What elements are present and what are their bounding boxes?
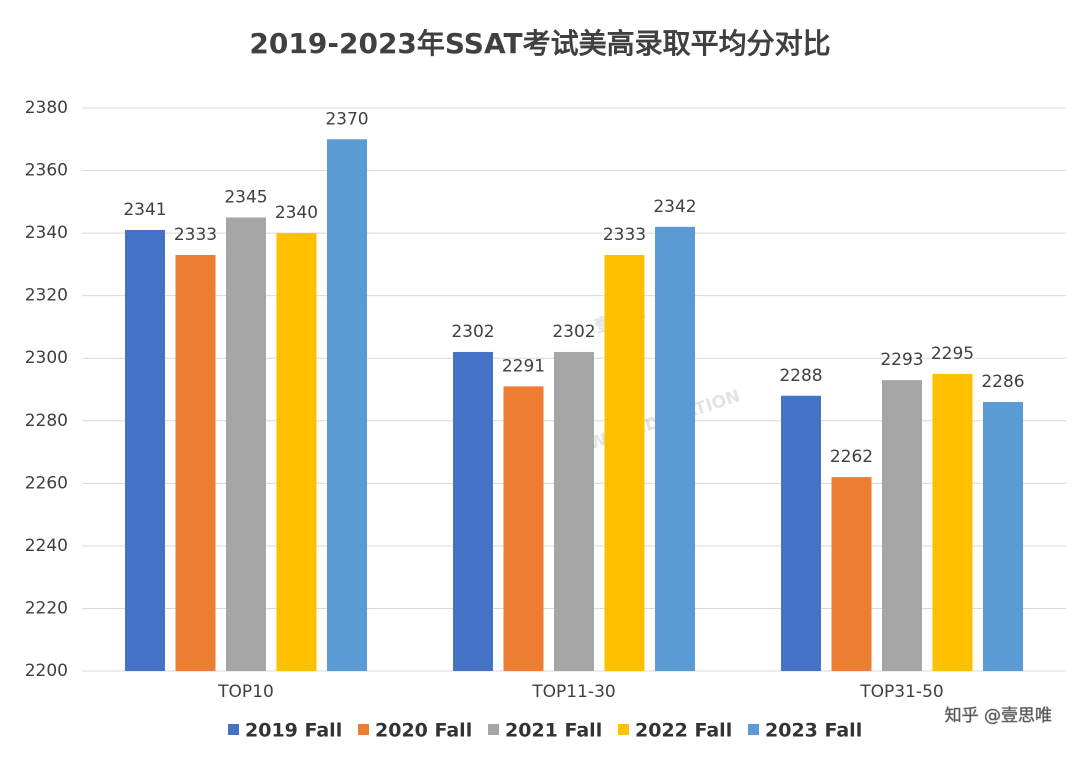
bar — [554, 351, 594, 671]
bar — [175, 255, 216, 671]
bar — [604, 255, 645, 671]
chart-title: 2019-2023年SSAT考试美高录取平均分对比 — [249, 27, 830, 60]
bar — [831, 477, 872, 671]
legend-label: 2020 Fall — [375, 720, 472, 742]
value-label: 2370 — [325, 109, 368, 129]
legend-swatch — [358, 724, 369, 735]
y-tick-label: 2340 — [25, 223, 68, 243]
y-tick-label: 2200 — [25, 661, 68, 681]
y-tick-label: 2220 — [25, 598, 68, 618]
legend-swatch — [488, 724, 499, 735]
watermark: 知乎 @壹思唯 — [945, 706, 1052, 726]
legend-swatch — [228, 724, 239, 735]
legend-swatch — [748, 724, 759, 735]
legend-label: 2022 Fall — [635, 720, 732, 742]
bar — [327, 139, 367, 671]
value-label: 2291 — [502, 356, 545, 376]
y-tick-label: 2360 — [25, 161, 68, 181]
value-label: 2262 — [830, 447, 873, 467]
value-label: 2340 — [275, 203, 318, 223]
bar — [503, 386, 544, 671]
value-label: 2345 — [224, 187, 267, 207]
x-tick-label: TOP31-50 — [859, 682, 943, 702]
y-tick-label: 2320 — [25, 286, 68, 306]
value-label: 2286 — [981, 372, 1024, 392]
bar — [655, 226, 695, 671]
y-tick-label: 2280 — [25, 411, 68, 431]
legend-label: 2019 Fall — [245, 720, 342, 742]
y-tick-label: 2300 — [25, 348, 68, 368]
value-label: 2333 — [174, 225, 217, 245]
y-tick-label: 2240 — [25, 536, 68, 556]
y-tick-label: 2260 — [25, 473, 68, 493]
bar — [781, 395, 821, 671]
value-label: 2302 — [451, 322, 494, 342]
value-label: 2341 — [123, 200, 166, 220]
value-label: 2342 — [653, 197, 696, 217]
bar — [276, 233, 317, 671]
legend-swatch — [618, 724, 629, 735]
bar — [125, 229, 165, 671]
bar — [983, 402, 1023, 671]
bar — [932, 373, 973, 671]
x-tick-label: TOP10 — [217, 682, 274, 702]
value-label: 2288 — [779, 366, 822, 386]
legend-label: 2021 Fall — [505, 720, 602, 742]
value-label: 2333 — [603, 225, 646, 245]
x-tick-label: TOP11-30 — [531, 682, 615, 702]
value-label: 2293 — [880, 350, 923, 370]
bar — [226, 217, 266, 671]
value-label: 2295 — [931, 344, 974, 364]
bar — [453, 351, 493, 671]
value-label: 2302 — [552, 322, 595, 342]
bar — [882, 380, 922, 671]
legend-label: 2023 Fall — [765, 720, 862, 742]
y-tick-label: 2380 — [25, 98, 68, 118]
